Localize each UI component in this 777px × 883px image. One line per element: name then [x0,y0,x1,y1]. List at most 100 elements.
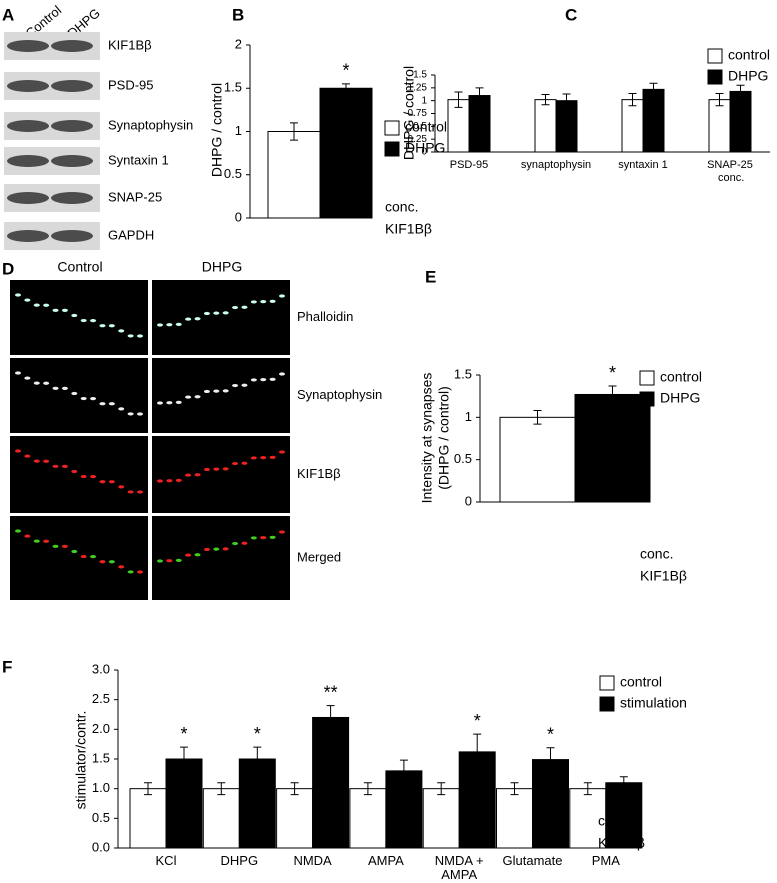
y-axis-label: (DHPG / control) [436,386,452,489]
micrograph-speck [185,395,192,399]
micrograph-speck [185,553,192,557]
micrograph-speck [24,534,31,538]
micrograph-speck [118,565,125,569]
blot-band [51,230,93,242]
micrograph [10,358,148,433]
micrograph-speck [71,313,78,318]
bar [129,788,167,849]
x-tick-label: NMDA [293,853,332,868]
bar [276,788,314,849]
micrograph-speck [118,329,125,333]
bar [349,788,387,849]
micrograph-speck [52,386,59,390]
y-tick-label: 0.5 [224,166,242,181]
y-tick-label: 0.25 [408,134,428,145]
micrograph-speck [269,535,276,539]
micrograph-speck [194,553,201,557]
bar [385,770,423,849]
bar [555,100,578,153]
micrograph-speck [80,396,87,401]
micrograph-speck [222,547,229,551]
significance-label: * [342,61,349,81]
error-bar [473,733,482,771]
y-tick-label: 0.75 [408,108,428,119]
column-label: DHPG [202,259,242,275]
error-bar [619,776,628,790]
bar [165,758,203,849]
y-tick-label: 0.5 [413,121,427,132]
bar [202,788,240,849]
micrograph-speck [260,300,267,304]
significance-label: * [609,363,616,383]
error-bar [541,94,550,106]
micrograph [152,280,290,355]
band-label: Syntaxin 1 [108,152,169,167]
micrograph-speck [279,294,285,298]
x-tick-label: NMDA + AMPA [434,853,484,882]
y-axis-label: stimulator/contr. [73,711,89,810]
y-tick-label: 1 [421,95,427,106]
micrograph-speck [194,317,201,321]
micrograph-speck [222,467,229,471]
micrograph-speck [108,324,115,328]
error-bar [649,82,658,97]
micrograph-speck [71,391,78,396]
significance-label: * [254,724,261,744]
micrograph-speck [232,461,239,466]
micrograph-speck [24,376,31,380]
micrograph-speck [166,401,173,405]
micrograph-speck [232,541,239,546]
micrograph-speck [241,383,248,387]
y-tick-label: 0.5 [454,451,472,466]
x-tick-label: Glutamate [502,853,563,868]
error-bar [217,782,226,796]
micrograph-speck [90,319,97,323]
legend-label: DHPG [660,390,700,406]
blot-band [7,155,49,167]
legend-swatch [599,675,615,691]
error-bar [363,782,372,796]
y-tick-label: 3.0 [92,661,110,676]
micrograph-speck [15,371,21,375]
micrograph-speck [157,323,163,327]
y-axis-label: DHPG / control [401,66,417,160]
micrograph-speck [127,412,134,416]
bar [729,90,752,153]
note: KIF1Bβ [640,568,687,584]
y-tick-label: 1.5 [224,80,242,95]
micrograph-speck [33,303,40,307]
y-axis-label: DHPG / control [209,83,225,177]
legend-swatch [599,696,615,712]
micrograph-speck [127,490,134,494]
error-bar [454,91,463,108]
micrograph-speck [52,464,59,468]
x-tick-label: PSD-95 [449,159,489,171]
panel-label: E [425,267,436,286]
blot-band [51,155,93,167]
micrograph [152,516,290,600]
micrograph-speck [260,536,267,540]
micrograph-speck [185,473,192,477]
panel-label: F [2,657,12,676]
error-bar [608,385,617,404]
micrograph-speck [279,372,285,376]
micrograph-speck [222,389,229,393]
bar [422,788,460,849]
micrograph-speck [71,469,78,474]
micrograph-speck [33,459,40,463]
micrograph-speck [269,455,276,459]
y-tick-label: 2.5 [92,691,110,706]
band-label: GAPDH [108,227,154,242]
micrograph [10,280,148,355]
micrograph-speck [175,400,182,404]
y-tick-label: 1.5 [92,750,110,765]
blot-band [7,192,49,204]
y-axis-label: Intensity at synapses [419,373,435,504]
micrograph-speck [232,305,239,310]
error-bar [342,83,350,94]
micrograph-speck [52,544,59,548]
blot-band [7,120,49,132]
band-label: PSD-95 [108,77,154,92]
panel-label: D [2,259,14,278]
